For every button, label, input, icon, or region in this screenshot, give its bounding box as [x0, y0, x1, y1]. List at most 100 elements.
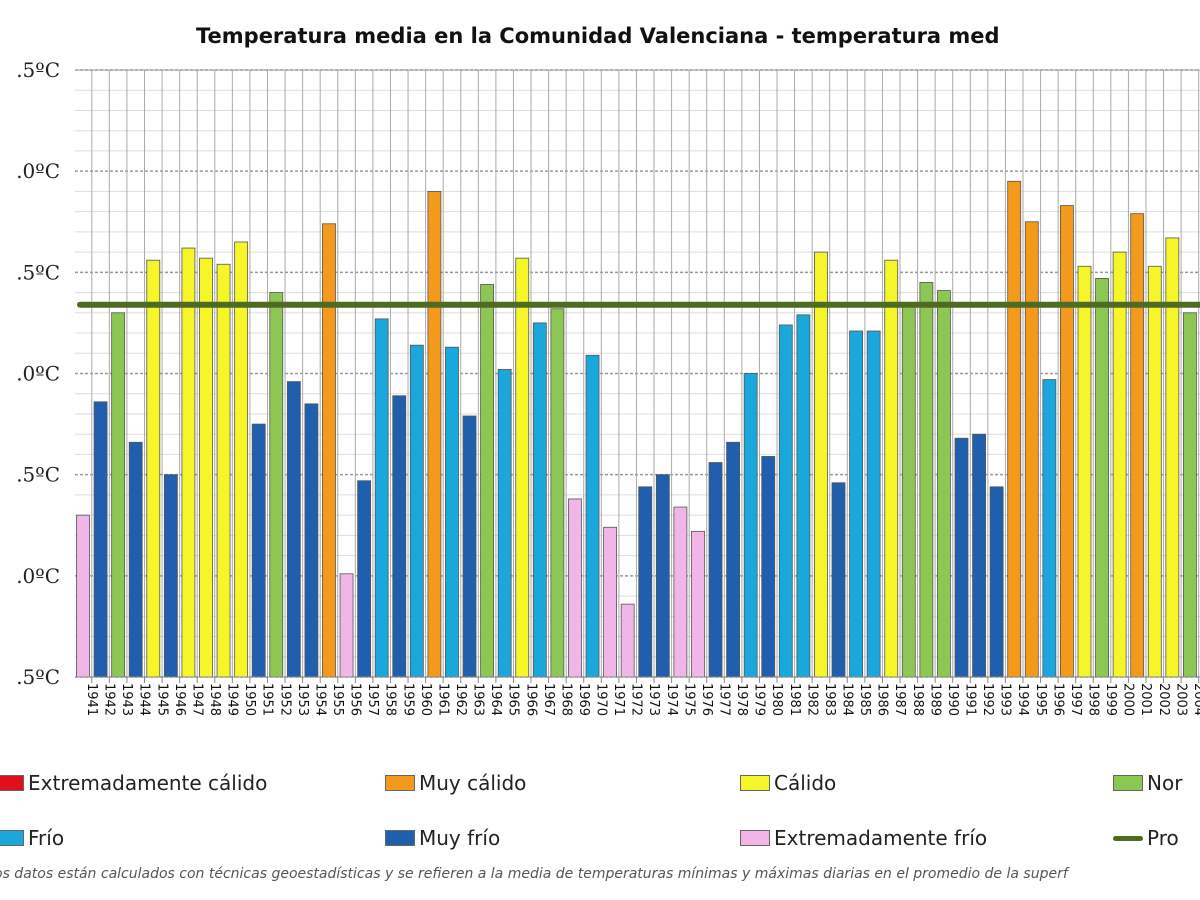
x-tick-label: 1992 — [980, 683, 995, 716]
x-tick-label: 2003 — [1173, 683, 1188, 716]
x-tick-label: 1972 — [629, 683, 644, 716]
legend-label: Cálido — [774, 771, 837, 795]
x-tick-label: 1993 — [998, 683, 1013, 716]
bar-1998 — [1077, 265, 1092, 678]
y-tick-label: .0ºC — [16, 159, 60, 183]
bar-1956 — [339, 573, 354, 678]
x-tick-label: 1981 — [787, 683, 802, 716]
x-tick-label: 1964 — [488, 683, 503, 716]
x-tick-label: 1976 — [699, 683, 714, 716]
bar-1976 — [691, 530, 705, 678]
bar-1968 — [550, 308, 565, 678]
legend-label: Muy cálido — [419, 771, 527, 795]
x-tick-label: 1958 — [383, 683, 398, 716]
bar-1959 — [392, 395, 407, 678]
legend-line-swatch — [1113, 835, 1143, 841]
bar-1980 — [761, 456, 776, 678]
x-tick-label: 1962 — [453, 683, 468, 716]
legend-item-ef: Extremadamente frío — [740, 826, 987, 850]
legend-swatch — [0, 830, 24, 846]
bar-1975 — [673, 506, 688, 678]
bar-chart: .5ºC .0ºC .5ºC .0ºC .5ºC .0ºC .5ºC 1941 1942 1943… — [16, 58, 1200, 716]
x-tick-label: 1999 — [1103, 683, 1118, 716]
bar-1965 — [497, 369, 512, 678]
x-tick-label: 1956 — [348, 683, 363, 716]
legend-label: Extremadamente cálido — [28, 771, 268, 795]
bar-1955 — [322, 223, 336, 678]
bar-1957 — [357, 480, 372, 678]
x-tick-label: 1941 — [84, 683, 99, 716]
bar-1960 — [409, 344, 424, 678]
bar-1962 — [445, 346, 459, 678]
bar-1966 — [515, 257, 530, 678]
legend-swatch — [385, 775, 415, 791]
legend-swatch — [0, 775, 24, 791]
legend-swatch — [740, 830, 770, 846]
x-tick-label: 1978 — [734, 683, 749, 716]
x-tick-label: 1959 — [400, 683, 415, 716]
x-tick-label: 1966 — [523, 683, 538, 716]
x-tick-label: 1974 — [664, 683, 679, 716]
bar-1994 — [1007, 180, 1022, 678]
bar-1987 — [884, 259, 899, 678]
x-tick-label: 1991 — [963, 683, 978, 716]
x-tick-label: 1961 — [435, 683, 450, 716]
x-tick-label: 2000 — [1121, 683, 1136, 716]
bar-1984 — [831, 482, 846, 678]
y-tick-label: .5ºC — [16, 260, 60, 284]
x-tick-label: 1986 — [875, 683, 890, 716]
bar-1967 — [532, 322, 547, 678]
bar-1982 — [796, 314, 811, 678]
legend-item-f: Frío — [0, 826, 64, 850]
x-tick-label: 1944 — [137, 683, 152, 716]
bar-1944 — [128, 441, 143, 678]
legend-label: Pro — [1147, 826, 1179, 850]
x-tick-label: 1996 — [1050, 683, 1065, 716]
bar-1941 — [76, 514, 90, 678]
x-tick-label: 1952 — [277, 683, 292, 716]
bar-1999 — [1095, 278, 1109, 678]
legend-item-mc: Muy cálido — [385, 771, 526, 795]
y-tick-label: .0ºC — [16, 362, 60, 386]
legend-swatch — [1113, 775, 1143, 791]
bar-1970 — [585, 354, 600, 678]
bar-1971 — [603, 526, 617, 678]
bar-1953 — [286, 381, 301, 678]
x-tick-label: 1998 — [1085, 683, 1100, 716]
bar-1949 — [216, 263, 231, 678]
legend-item-avg: Pro — [1113, 826, 1179, 850]
bar-1981 — [778, 324, 793, 678]
x-tick-label: 1969 — [576, 683, 591, 716]
bar-1995 — [1024, 221, 1039, 678]
x-tick-label: 2002 — [1156, 683, 1171, 716]
bar-2000 — [1112, 251, 1127, 678]
x-tick-label: 1995 — [1033, 683, 1048, 716]
x-tick-label: 1975 — [681, 683, 696, 716]
legend-label: Frío — [28, 826, 65, 850]
legend-label: Nor — [1147, 771, 1183, 795]
x-tick-label: 1953 — [295, 683, 310, 716]
x-tick-label: 1973 — [646, 683, 661, 716]
bar-1997 — [1060, 205, 1074, 678]
x-tick-label: 1970 — [594, 683, 609, 716]
legend-item-mf: Muy frío — [385, 826, 500, 850]
x-tick-label: 1994 — [1015, 683, 1030, 716]
x-tick-label: 1977 — [717, 683, 732, 716]
x-tick-label: 1990 — [945, 683, 960, 716]
x-tick-label: 1951 — [260, 683, 275, 716]
bar-1989 — [919, 282, 934, 678]
bar-1951 — [251, 423, 266, 678]
bar-1947 — [181, 247, 196, 678]
legend-label: Muy frío — [419, 826, 501, 850]
x-tick-label: 1943 — [119, 683, 134, 716]
footnote: os datos están calculados con técnicas g… — [0, 866, 1068, 882]
x-tick-label: 1950 — [242, 683, 257, 716]
bar-1993 — [989, 486, 1004, 678]
x-tick-label: 1980 — [769, 683, 784, 716]
x-tick-label: 1965 — [506, 683, 521, 716]
x-tick-label: 1989 — [927, 683, 942, 716]
x-tick-label: 1948 — [207, 683, 222, 716]
bar-1974 — [655, 474, 670, 678]
x-tick-label: 2004 — [1191, 683, 1200, 716]
x-tick-label: 2001 — [1138, 683, 1153, 716]
